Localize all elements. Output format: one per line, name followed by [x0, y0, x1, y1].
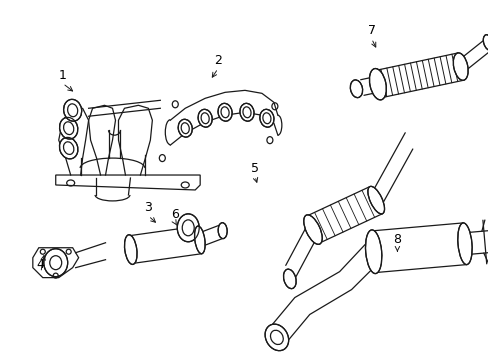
Ellipse shape [124, 235, 137, 265]
Ellipse shape [452, 53, 467, 80]
Text: 7: 7 [367, 24, 375, 37]
Ellipse shape [194, 226, 204, 254]
Ellipse shape [365, 230, 381, 274]
Polygon shape [33, 248, 79, 278]
Ellipse shape [60, 138, 78, 159]
Ellipse shape [240, 103, 253, 121]
Ellipse shape [349, 80, 362, 98]
Ellipse shape [367, 186, 384, 214]
Text: 3: 3 [144, 201, 152, 215]
Ellipse shape [44, 249, 67, 276]
Ellipse shape [264, 324, 288, 351]
Text: 8: 8 [393, 233, 401, 246]
Text: 1: 1 [59, 69, 66, 82]
Ellipse shape [177, 214, 199, 242]
Text: 4: 4 [37, 258, 44, 271]
Ellipse shape [369, 68, 386, 100]
Ellipse shape [303, 215, 322, 244]
Ellipse shape [218, 223, 227, 239]
Ellipse shape [283, 269, 296, 289]
Ellipse shape [259, 109, 273, 127]
Text: 5: 5 [250, 162, 259, 175]
Ellipse shape [457, 223, 471, 265]
Text: 6: 6 [171, 208, 179, 221]
Ellipse shape [63, 99, 81, 121]
Text: 2: 2 [214, 54, 222, 67]
Ellipse shape [482, 35, 488, 50]
Ellipse shape [218, 103, 232, 121]
Ellipse shape [198, 109, 212, 127]
Ellipse shape [178, 119, 192, 137]
Ellipse shape [60, 117, 78, 139]
